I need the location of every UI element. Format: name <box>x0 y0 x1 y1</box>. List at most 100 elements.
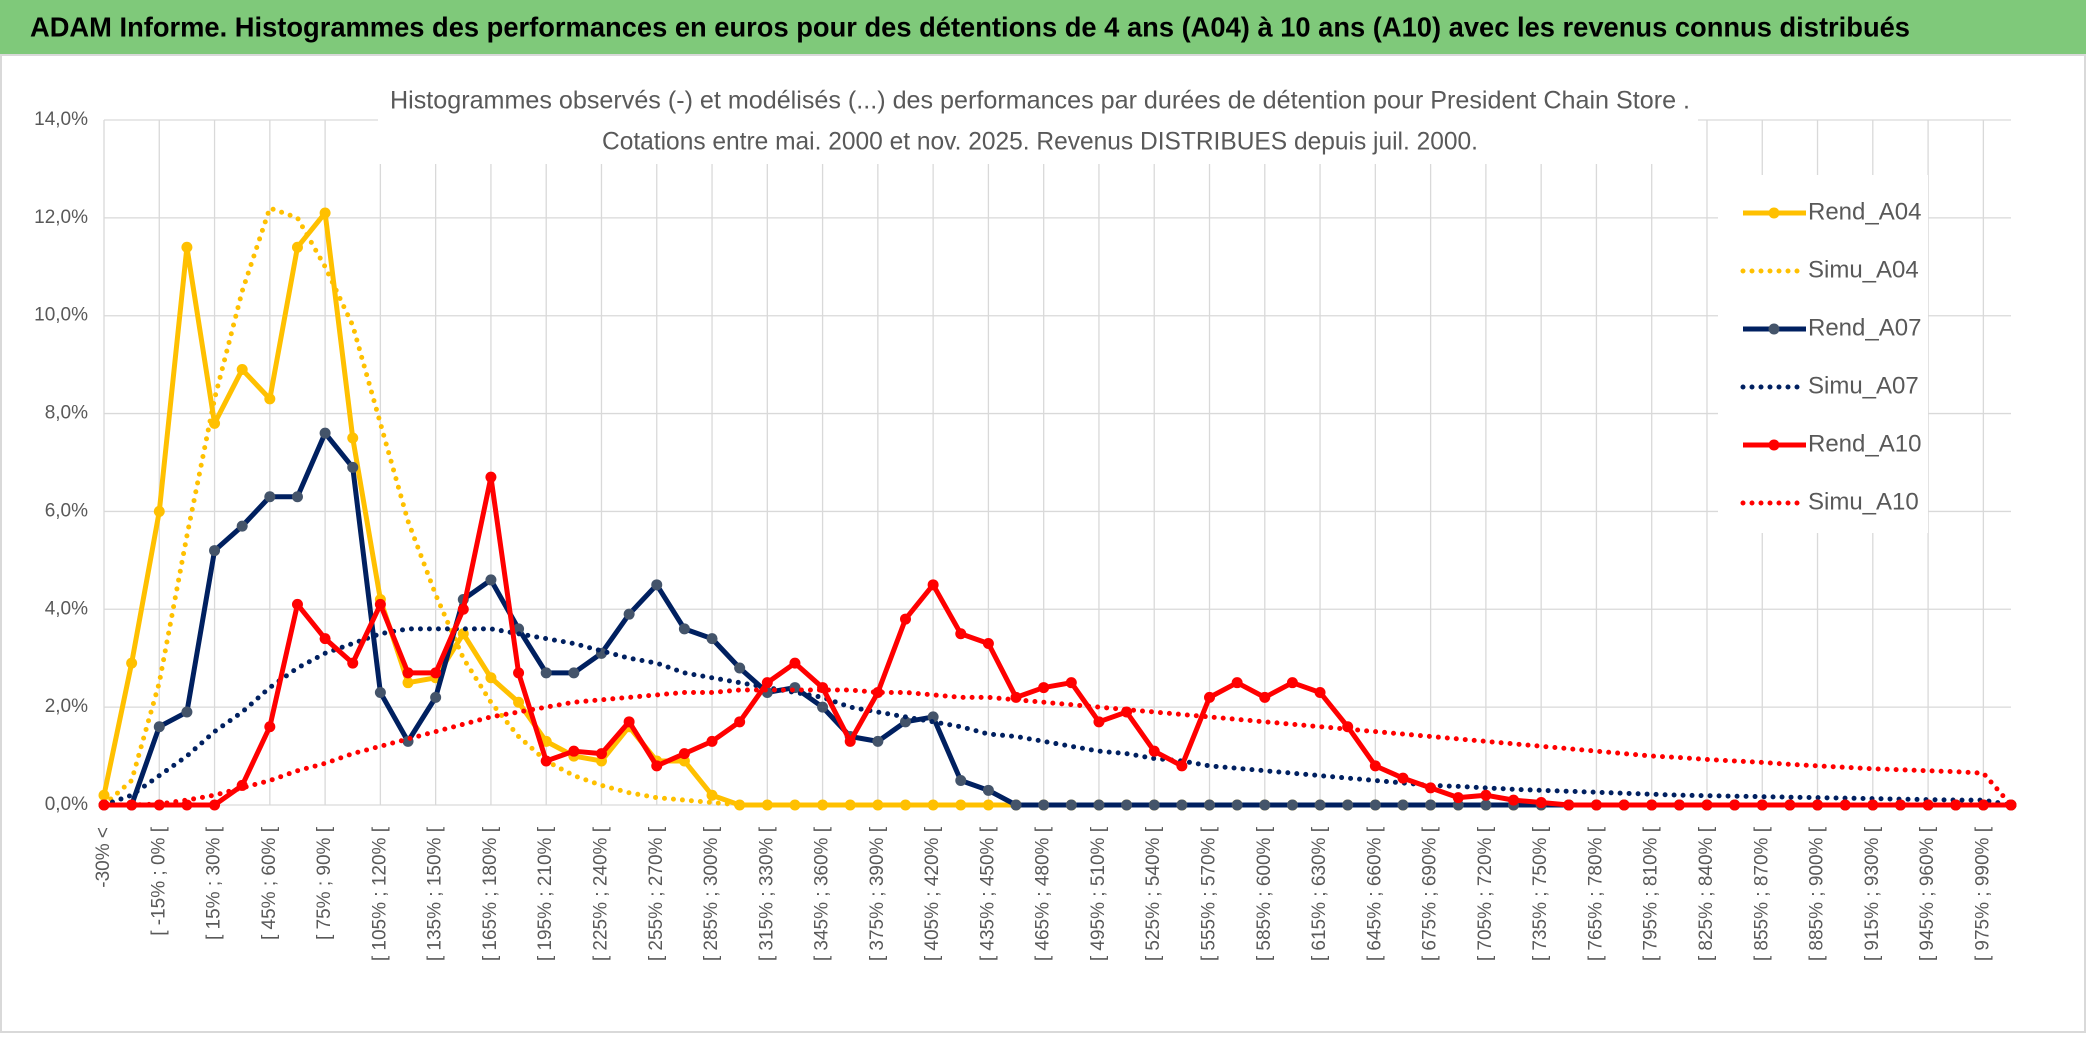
data-point <box>1618 799 1630 811</box>
x-tick-label: [ 195% ; 210% [ <box>535 826 556 961</box>
data-point <box>982 784 994 796</box>
chart-frame <box>0 54 2086 1033</box>
y-tick-label: 4,0% <box>45 598 88 619</box>
data-point <box>927 579 939 591</box>
data-point <box>1259 799 1271 811</box>
chart-subtitle: Cotations entre mai. 2000 et nov. 2025. … <box>602 128 1478 156</box>
data-point <box>457 603 469 615</box>
data-point <box>153 721 165 733</box>
data-point <box>1231 677 1243 689</box>
data-point <box>1342 799 1354 811</box>
y-tick-label: 10,0% <box>34 305 88 326</box>
data-point <box>402 677 414 689</box>
data-point <box>347 657 359 669</box>
data-point <box>1452 792 1464 804</box>
data-point <box>1204 799 1216 811</box>
plot <box>98 205 2017 811</box>
series-line <box>104 474 2011 808</box>
data-point <box>817 799 829 811</box>
data-point <box>209 799 221 811</box>
data-point <box>1729 799 1741 811</box>
data-point <box>1065 799 1077 811</box>
data-point <box>236 520 248 532</box>
data-point <box>899 716 911 728</box>
x-tick-label: [ 885% ; 900% [ <box>1807 826 1828 961</box>
data-point <box>844 799 856 811</box>
data-point <box>291 491 303 503</box>
data-point <box>485 672 497 684</box>
data-point <box>955 775 967 787</box>
x-tick-label: [ 945% ; 960% [ <box>1917 826 1938 961</box>
x-tick-label: [ 405% ; 420% [ <box>922 826 943 961</box>
data-point <box>872 686 884 698</box>
data-point <box>1286 677 1298 689</box>
legend-marker <box>1768 207 1780 219</box>
data-point <box>1286 799 1298 811</box>
legend: Rend_A04 Simu_A04 Rend_A07 Simu_A07 Rend_A10… <box>1718 175 1928 533</box>
x-tick-label: [ 225% ; 240% [ <box>590 826 611 961</box>
data-point <box>1950 799 1962 811</box>
x-tick-label: [ 495% ; 510% [ <box>1088 826 1109 961</box>
data-point <box>1314 686 1326 698</box>
data-point <box>1590 799 1602 811</box>
data-point <box>181 241 193 253</box>
data-point <box>513 696 525 708</box>
data-point <box>181 706 193 718</box>
data-point <box>1148 799 1160 811</box>
data-point <box>1065 677 1077 689</box>
data-point <box>347 432 359 444</box>
data-point <box>236 364 248 376</box>
x-tick-label: [ 315% ; 330% [ <box>756 826 777 961</box>
x-tick-label: [ 45% ; 60% [ <box>259 826 280 940</box>
data-point <box>1121 799 1133 811</box>
data-point <box>761 799 773 811</box>
data-point <box>153 505 165 517</box>
x-tick-label: [ 465% ; 480% [ <box>1033 826 1054 961</box>
x-tick-label: [ 735% ; 750% [ <box>1530 826 1551 961</box>
data-point <box>209 545 221 557</box>
y-tick-label: 0,0% <box>45 794 88 815</box>
data-point <box>1894 799 1906 811</box>
legend-marker <box>1768 323 1780 335</box>
x-tick-label: [ -15% ; 0% [ <box>148 826 169 935</box>
data-point <box>651 579 663 591</box>
data-point <box>1480 799 1492 811</box>
data-point <box>319 207 331 219</box>
data-point <box>595 748 607 760</box>
data-point <box>374 598 386 610</box>
x-tick-label: [ 825% ; 840% [ <box>1696 826 1717 961</box>
data-point <box>1425 799 1437 811</box>
data-point <box>540 755 552 767</box>
x-tick-label: [ 555% ; 570% [ <box>1199 826 1220 961</box>
y-tick-label: 8,0% <box>45 403 88 424</box>
data-point <box>1176 799 1188 811</box>
data-point <box>319 427 331 439</box>
data-point <box>1093 716 1105 728</box>
x-tick-label: [ 15% ; 30% [ <box>204 826 225 940</box>
legend-label: Simu_A10 <box>1808 488 1919 515</box>
x-tick-label: [ 795% ; 810% [ <box>1641 826 1662 961</box>
data-point <box>1563 799 1575 811</box>
x-tick-label: [ 855% ; 870% [ <box>1751 826 1772 961</box>
data-point <box>899 613 911 625</box>
data-point <box>1812 799 1824 811</box>
data-point <box>1480 789 1492 801</box>
data-point <box>955 628 967 640</box>
grid: 0,0% 2,0% 4,0% 6,0% 8,0% 10,0% 12,0% 14,0% -30% … <box>34 109 2011 961</box>
header-banner <box>0 0 2086 54</box>
data-point <box>1204 691 1216 703</box>
data-point <box>982 638 994 650</box>
data-point <box>1176 760 1188 772</box>
data-point <box>1535 797 1547 809</box>
data-point <box>1259 691 1271 703</box>
data-point <box>568 745 580 757</box>
data-point <box>1922 799 1934 811</box>
data-point <box>513 667 525 679</box>
data-point <box>513 623 525 635</box>
y-tick-label: 2,0% <box>45 696 88 717</box>
y-tick-label: 12,0% <box>34 207 88 228</box>
data-point <box>540 667 552 679</box>
x-tick-label: [ 645% ; 660% [ <box>1364 826 1385 961</box>
data-point <box>1425 782 1437 794</box>
data-point <box>623 716 635 728</box>
